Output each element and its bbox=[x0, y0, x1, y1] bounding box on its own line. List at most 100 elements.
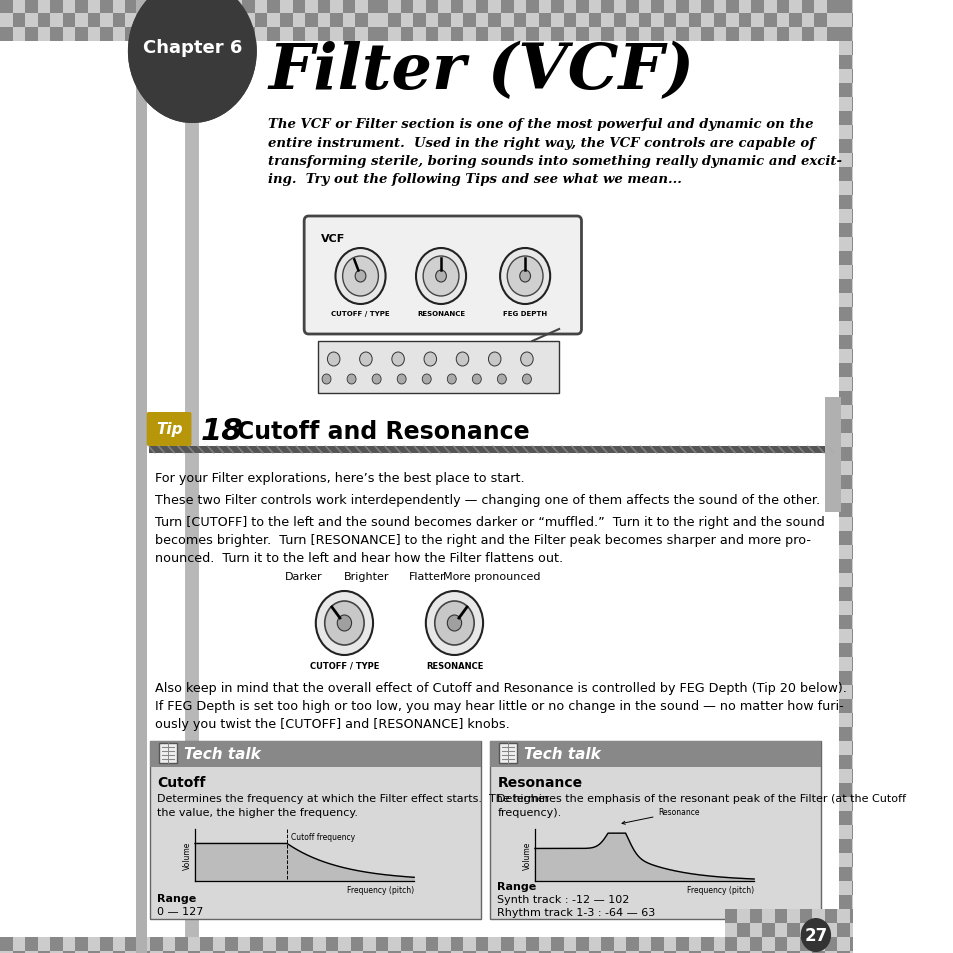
Bar bbox=[175, 14, 188, 28]
Bar bbox=[851, 419, 863, 434]
Bar bbox=[37, 951, 51, 953]
Bar bbox=[863, 419, 876, 434]
Bar bbox=[725, 28, 739, 42]
Bar bbox=[863, 700, 876, 713]
Bar bbox=[217, 14, 230, 28]
Bar bbox=[863, 825, 876, 840]
Text: Determines the frequency at which the Filter effect starts.  The higher
the valu: Determines the frequency at which the Fi… bbox=[157, 793, 549, 817]
Bar bbox=[851, 658, 863, 671]
Bar bbox=[763, 14, 776, 28]
Bar bbox=[851, 797, 863, 811]
Bar bbox=[137, 28, 151, 42]
Bar bbox=[355, 0, 367, 14]
Bar bbox=[863, 0, 876, 14]
Bar bbox=[839, 70, 851, 84]
Circle shape bbox=[324, 601, 364, 645]
Bar bbox=[839, 517, 851, 532]
Bar bbox=[839, 294, 851, 308]
Bar bbox=[225, 14, 237, 28]
Bar bbox=[839, 532, 851, 545]
Bar bbox=[388, 28, 400, 42]
Bar bbox=[237, 14, 251, 28]
Bar bbox=[751, 28, 763, 42]
Bar bbox=[639, 28, 651, 42]
Bar bbox=[676, 14, 688, 28]
Bar bbox=[293, 28, 305, 42]
Bar bbox=[293, 14, 305, 28]
Bar bbox=[0, 14, 12, 28]
Bar bbox=[739, 0, 751, 14]
Bar bbox=[824, 937, 837, 951]
Bar bbox=[639, 951, 651, 953]
Circle shape bbox=[372, 375, 380, 385]
Bar bbox=[25, 0, 37, 14]
Bar bbox=[863, 322, 876, 335]
Bar bbox=[851, 700, 863, 713]
Bar bbox=[839, 14, 851, 28]
Bar bbox=[12, 0, 25, 14]
Circle shape bbox=[396, 375, 406, 385]
Bar bbox=[563, 14, 576, 28]
Bar bbox=[351, 951, 363, 953]
Bar bbox=[136, 0, 147, 953]
Bar bbox=[317, 14, 330, 28]
Bar bbox=[813, 28, 825, 42]
Bar bbox=[863, 14, 876, 28]
Bar bbox=[525, 951, 538, 953]
Bar bbox=[63, 951, 75, 953]
Bar bbox=[37, 14, 51, 28]
Bar bbox=[551, 0, 563, 14]
Bar bbox=[676, 937, 688, 951]
Bar bbox=[342, 0, 355, 14]
Bar bbox=[500, 951, 513, 953]
Bar bbox=[839, 112, 851, 126]
Bar bbox=[737, 937, 749, 951]
Bar bbox=[325, 937, 337, 951]
Bar bbox=[676, 951, 688, 953]
Bar bbox=[839, 195, 851, 210]
Bar bbox=[825, 937, 839, 951]
Bar bbox=[851, 350, 863, 364]
Bar bbox=[75, 951, 88, 953]
Circle shape bbox=[128, 0, 256, 124]
Bar bbox=[837, 909, 849, 923]
Circle shape bbox=[416, 249, 466, 305]
Bar bbox=[576, 14, 588, 28]
Bar bbox=[851, 476, 863, 490]
Bar bbox=[342, 28, 355, 42]
Bar bbox=[125, 937, 137, 951]
Bar bbox=[51, 28, 63, 42]
Text: For your Filter explorations, here’s the best place to start.: For your Filter explorations, here’s the… bbox=[154, 472, 524, 484]
Bar bbox=[863, 882, 876, 895]
Bar bbox=[588, 937, 600, 951]
Bar bbox=[839, 825, 851, 840]
Bar bbox=[293, 0, 305, 14]
Bar bbox=[839, 0, 851, 14]
Bar bbox=[825, 0, 839, 14]
Bar bbox=[513, 951, 525, 953]
Circle shape bbox=[436, 271, 446, 283]
Bar bbox=[851, 308, 863, 322]
Bar bbox=[639, 937, 651, 951]
Bar bbox=[51, 0, 63, 14]
Bar bbox=[663, 0, 676, 14]
Bar bbox=[193, 14, 205, 28]
Bar bbox=[851, 490, 863, 503]
Bar bbox=[313, 937, 325, 951]
Bar bbox=[811, 923, 824, 937]
Bar bbox=[813, 0, 825, 14]
Text: Frequency (pitch): Frequency (pitch) bbox=[347, 885, 414, 894]
Circle shape bbox=[423, 353, 436, 367]
Bar bbox=[275, 951, 288, 953]
Bar bbox=[849, 951, 862, 953]
Bar bbox=[313, 951, 325, 953]
Bar bbox=[242, 14, 254, 28]
Bar bbox=[525, 0, 538, 14]
Bar bbox=[151, 14, 163, 28]
Bar bbox=[863, 266, 876, 280]
Bar bbox=[651, 951, 663, 953]
Bar bbox=[737, 909, 749, 923]
Bar bbox=[213, 14, 225, 28]
Bar bbox=[538, 951, 551, 953]
Bar bbox=[388, 14, 400, 28]
